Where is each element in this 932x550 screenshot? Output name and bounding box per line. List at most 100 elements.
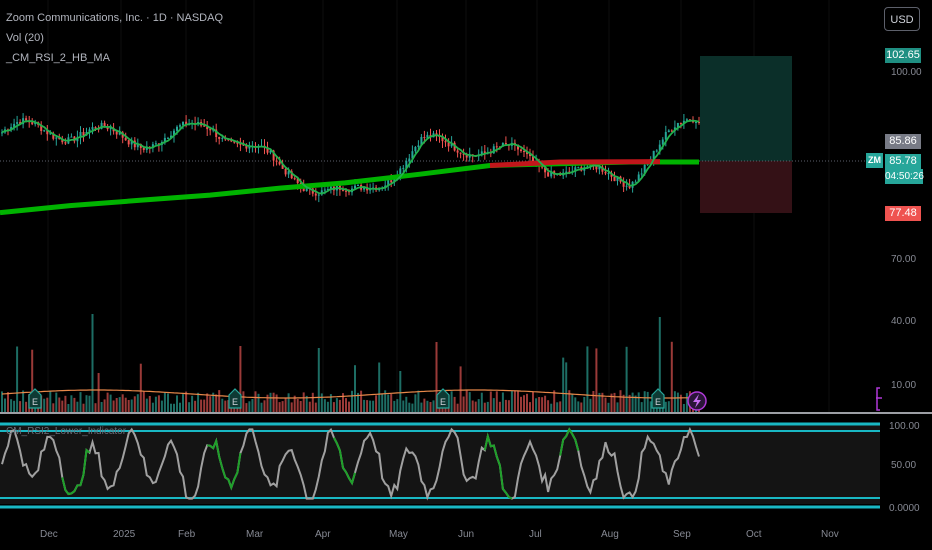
rsi-highlight-segments (61, 427, 580, 500)
candle[interactable] (459, 152, 462, 159)
candle[interactable] (167, 136, 169, 139)
candle[interactable] (70, 133, 73, 138)
volume-bar (314, 402, 317, 412)
candle[interactable] (269, 149, 272, 155)
candle[interactable] (22, 113, 25, 129)
candle[interactable] (275, 157, 278, 166)
volume-bar (541, 397, 544, 412)
candle[interactable] (670, 129, 673, 132)
candle[interactable] (79, 126, 82, 145)
candle[interactable] (634, 179, 637, 183)
candle[interactable] (529, 148, 531, 162)
rsi-pane-label[interactable]: CM_RSI2_Lower_Indicator (6, 426, 127, 437)
candle[interactable] (257, 144, 260, 154)
candle[interactable] (462, 148, 465, 161)
long-moving-average-line (0, 159, 699, 216)
volume-indicator-label[interactable]: Vol (20) (6, 32, 44, 44)
volume-bar (94, 403, 97, 412)
volume-bar (498, 401, 501, 412)
volume-bar (70, 395, 73, 412)
candle[interactable] (698, 116, 700, 125)
candle[interactable] (402, 165, 405, 173)
candle[interactable] (218, 136, 221, 145)
time-label: Jun (458, 529, 475, 540)
volume-bar (22, 390, 25, 412)
candle[interactable] (622, 177, 625, 192)
candle[interactable] (565, 166, 568, 178)
candle[interactable] (357, 184, 359, 186)
candle[interactable] (450, 136, 453, 148)
candle[interactable] (607, 167, 610, 180)
candle[interactable] (444, 134, 447, 147)
candle[interactable] (667, 129, 670, 133)
candle[interactable] (317, 192, 320, 203)
candle[interactable] (67, 133, 70, 145)
earnings-icon[interactable]: E (436, 388, 450, 409)
rsi-tick-100: 100.00 (889, 421, 920, 432)
volume-bar (610, 393, 613, 412)
candle[interactable] (215, 123, 218, 143)
earnings-icon[interactable]: E (228, 388, 242, 409)
candle[interactable] (628, 178, 631, 190)
volume-bar (646, 391, 649, 412)
candle[interactable] (695, 120, 697, 129)
candle[interactable] (130, 137, 133, 150)
target-zone[interactable] (700, 56, 792, 161)
candle[interactable] (610, 170, 613, 182)
candle[interactable] (520, 148, 522, 153)
candle[interactable] (1, 129, 3, 137)
candle[interactable] (170, 131, 172, 138)
candle[interactable] (91, 122, 94, 135)
time-label: Aug (601, 529, 619, 540)
candle[interactable] (682, 114, 685, 129)
candle[interactable] (43, 129, 46, 132)
volume-bar (420, 402, 423, 412)
earnings-icon[interactable]: E (651, 388, 665, 409)
candle[interactable] (429, 128, 432, 142)
time-label: Oct (746, 529, 762, 540)
volume-bar (556, 402, 559, 412)
volume-bar (529, 402, 531, 412)
candle[interactable] (16, 115, 19, 131)
candle[interactable] (577, 166, 580, 169)
candle[interactable] (631, 181, 634, 193)
candle[interactable] (447, 138, 450, 152)
currency-button[interactable]: USD (884, 7, 920, 31)
candle[interactable] (655, 149, 658, 153)
volume-bar (103, 399, 106, 412)
candle[interactable] (160, 140, 163, 152)
candle[interactable] (673, 120, 676, 136)
candle[interactable] (239, 137, 242, 152)
candle[interactable] (127, 139, 130, 148)
volume-bar (495, 391, 498, 412)
stop-zone[interactable] (700, 161, 792, 213)
candle[interactable] (34, 119, 37, 127)
candle[interactable] (197, 117, 200, 127)
candle[interactable] (64, 138, 67, 145)
candle[interactable] (314, 188, 317, 201)
rsi-ma-indicator-label[interactable]: _CM_RSI_2_HB_MA (6, 52, 110, 64)
candle[interactable] (46, 125, 49, 141)
earnings-icon[interactable]: E (28, 388, 42, 409)
dividend-bracket-icon[interactable] (876, 387, 882, 411)
volume-bar (31, 349, 34, 412)
candle[interactable] (483, 145, 486, 160)
candle[interactable] (154, 140, 157, 145)
candle[interactable] (625, 179, 628, 191)
volume-bar (676, 392, 679, 412)
symbol-title[interactable]: Zoom Communications, Inc. · 1D · NASDAQ (6, 12, 224, 24)
candle[interactable] (338, 184, 341, 196)
candle[interactable] (82, 128, 85, 142)
candle[interactable] (284, 168, 287, 177)
candle[interactable] (676, 122, 679, 131)
candle[interactable] (504, 136, 507, 146)
candle[interactable] (456, 148, 459, 158)
candle[interactable] (248, 141, 251, 154)
lightning-icon[interactable] (687, 391, 707, 411)
candle[interactable] (571, 165, 574, 175)
candle[interactable] (206, 121, 209, 136)
candle[interactable] (40, 121, 43, 135)
candle[interactable] (414, 146, 417, 153)
candle[interactable] (523, 144, 525, 157)
